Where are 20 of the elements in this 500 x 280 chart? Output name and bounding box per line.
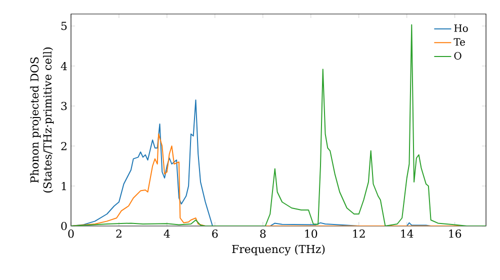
x-tick-label: 14 bbox=[401, 230, 414, 238]
x-tick-label: 2 bbox=[116, 230, 122, 238]
x-tick-label: 0 bbox=[68, 230, 74, 238]
x-tick-label: 6 bbox=[212, 230, 218, 238]
legend-label: Te bbox=[454, 38, 465, 46]
legend-label: O bbox=[454, 52, 462, 60]
y-axis-title: Phonon projected DOS (States/THz·primitive cell) bbox=[30, 48, 54, 192]
y-tick-label: 3 bbox=[61, 102, 67, 110]
x-tick-label: 12 bbox=[353, 230, 365, 238]
x-axis-title: Frequency (THz) bbox=[232, 244, 325, 256]
x-tick-label: 16 bbox=[449, 230, 462, 238]
y-tick-label: 4 bbox=[60, 62, 67, 70]
legend-label: Ho bbox=[454, 24, 468, 32]
x-tick-label: 8 bbox=[260, 230, 266, 238]
x-tick-label: 4 bbox=[164, 230, 170, 238]
y-tick-label: 0 bbox=[61, 222, 67, 230]
y-tick-label: 1 bbox=[62, 182, 66, 190]
y-tick-label: 2 bbox=[61, 142, 66, 150]
x-tick-label: 10 bbox=[305, 230, 318, 238]
y-tick-label: 5 bbox=[61, 22, 67, 30]
